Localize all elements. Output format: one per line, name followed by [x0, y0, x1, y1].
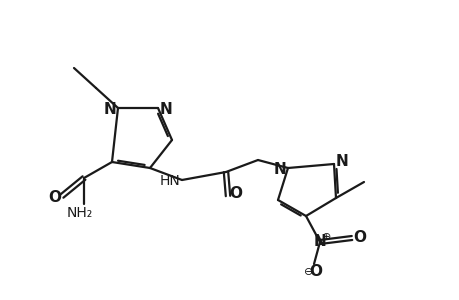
Text: N: N [103, 103, 116, 118]
Text: O: O [353, 230, 366, 245]
Text: HN: HN [159, 174, 179, 188]
Text: ⊕: ⊕ [322, 232, 331, 242]
Text: NH₂: NH₂ [67, 206, 93, 220]
Text: N: N [160, 103, 173, 118]
Text: N: N [335, 154, 348, 169]
Text: O: O [229, 187, 242, 202]
Text: O: O [309, 265, 322, 280]
Text: N: N [313, 235, 326, 250]
Text: ⊖: ⊖ [304, 267, 313, 277]
Text: O: O [48, 190, 62, 206]
Text: N: N [273, 163, 286, 178]
